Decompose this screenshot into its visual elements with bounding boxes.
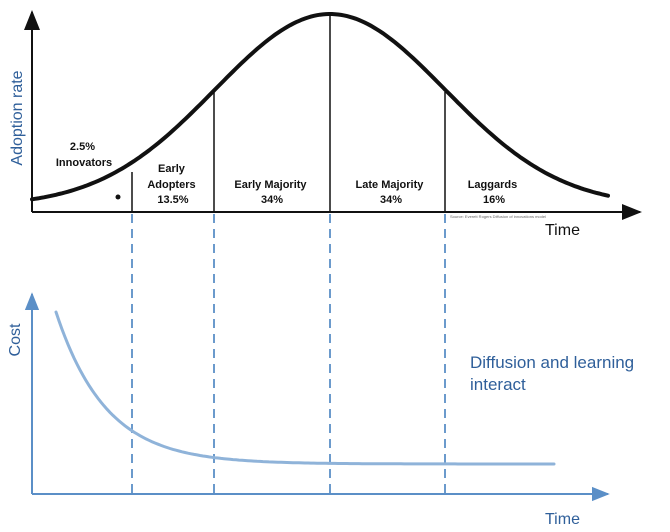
early-adopters-label: Early Adopters 13.5%: [147, 163, 198, 206]
late-majority-label: Late Majority 34%: [356, 179, 427, 206]
cost-chart: Cost Time Diffusion and learning interac…: [7, 292, 639, 528]
diffusion-learning-annotation: Diffusion and learning interact: [470, 353, 639, 394]
dashed-connectors: [131, 214, 446, 494]
early-majority-label: Early Majority 34%: [234, 179, 309, 206]
laggards-label: Laggards 16%: [468, 179, 521, 206]
adoption-y-axis-label: Adoption rate: [9, 70, 26, 165]
adoption-chart: 2.5% Innovators Early Adopters 13.5% Ear…: [9, 10, 642, 239]
cost-y-axis-label: Cost: [7, 323, 24, 356]
cost-x-axis-label: Time: [545, 511, 580, 528]
adoption-x-axis-label: Time: [545, 222, 580, 239]
innovators-marker-dot: [115, 194, 121, 200]
innovators-label: 2.5% Innovators: [56, 141, 112, 169]
adoption-bell-curve: [30, 12, 610, 202]
source-note: Source: Everett Rogers Diffusion of inno…: [450, 214, 546, 219]
cost-learning-curve: [54, 310, 556, 466]
